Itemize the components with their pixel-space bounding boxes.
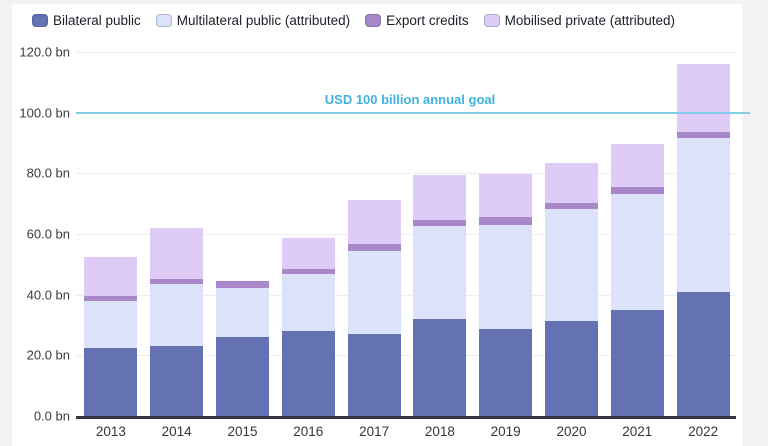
legend-label: Mobilised private (attributed): [504, 12, 675, 28]
bar-2019-export-credits: [479, 217, 533, 226]
bar-2014-multilateral-public-attributed: [150, 283, 204, 346]
bar-2021-bilateral-public: [610, 310, 664, 416]
x-axis-label-2018: 2018: [424, 424, 455, 439]
bar-2017-bilateral-public: [347, 334, 401, 416]
y-axis-tick-label: 80.0 bn: [26, 165, 70, 181]
bar-2016-multilateral-public-attributed: [281, 273, 335, 332]
bar-2022-export-credits: [676, 131, 730, 138]
legend-swatch-icon: [155, 13, 172, 27]
bar-2014-mobilised-private-attributed: [150, 228, 204, 280]
legend-label: Export credits: [386, 12, 469, 28]
bar-2015-multilateral-public-attributed: [216, 288, 269, 338]
legend-item-export-credits[interactable]: Export credits: [365, 13, 469, 28]
bar-2022-multilateral-public-attributed: [676, 137, 730, 292]
chart-legend: Bilateral public Multilateral public (att…: [32, 10, 675, 30]
bar-2019-bilateral-public: [479, 328, 533, 416]
bar-2013-multilateral-public-attributed: [84, 300, 138, 348]
gridline-40: [76, 294, 736, 296]
bar-2021-mobilised-private-attributed: [610, 144, 664, 187]
legend-label: Multilateral public (attributed): [176, 12, 351, 28]
bar-2017-multilateral-public-attributed: [347, 250, 401, 335]
bar-2016-mobilised-private-attributed: [281, 238, 335, 270]
chart-card: Bilateral public Multilateral public (att…: [12, 4, 750, 446]
bar-2018-bilateral-public: [413, 318, 467, 416]
bar-2017-mobilised-private-attributed: [347, 200, 401, 245]
bar-2020-export-credits: [545, 202, 598, 209]
legend-item-bilateral-public[interactable]: Bilateral public: [32, 13, 141, 28]
y-axis-tick-label: 0.0 bn: [33, 408, 70, 424]
gridline-60: [76, 233, 736, 235]
x-axis-label-2019: 2019: [490, 424, 521, 439]
bar-2022-bilateral-public: [676, 291, 730, 416]
goal-line-100bn: [76, 111, 750, 114]
bar-2014-bilateral-public: [150, 345, 204, 416]
x-axis-label-2016: 2016: [293, 424, 324, 439]
x-axis-label-2013: 2013: [95, 424, 126, 439]
gridline-120: [76, 51, 736, 53]
x-axis-label-2015: 2015: [227, 424, 258, 439]
bar-2019-multilateral-public-attributed: [479, 225, 533, 329]
gridline-80: [76, 173, 736, 175]
y-axis-tick-label: 120.0 bn: [19, 44, 70, 60]
bar-2014-export-credits: [150, 279, 204, 284]
legend-swatch-icon: [365, 13, 382, 27]
legend-swatch-icon: [32, 13, 48, 27]
legend-item-mobilised-private-attributed[interactable]: Mobilised private (attributed): [483, 12, 675, 28]
bar-2018-export-credits: [413, 219, 467, 227]
bar-2021-multilateral-public-attributed: [610, 194, 664, 311]
bar-2022-mobilised-private-attributed: [676, 64, 730, 132]
bar-2017-export-credits: [347, 244, 401, 251]
x-axis-line: [76, 416, 736, 419]
gridline-20: [76, 355, 736, 357]
plot-area: 0.0 bn 20.0 bn 40.0 bn 60.0 bn 80.0 bn 100.0 …: [12, 4, 750, 446]
bar-2016-export-credits: [281, 269, 335, 274]
bar-2021-export-credits: [610, 186, 664, 195]
goal-line-label: USD 100 billion annual goal: [324, 91, 496, 107]
x-axis-label-2020: 2020: [556, 424, 587, 439]
bar-2018-mobilised-private-attributed: [413, 174, 467, 220]
y-axis-tick-label: 40.0 bn: [26, 287, 70, 303]
bar-2020-multilateral-public-attributed: [545, 208, 598, 321]
bar-2013-mobilised-private-attributed: [84, 256, 138, 296]
legend-item-multilateral-public-attributed[interactable]: Multilateral public (attributed): [155, 12, 351, 28]
bar-2015-export-credits: [216, 280, 269, 289]
bar-2013-bilateral-public: [84, 347, 138, 416]
bar-2015-bilateral-public: [216, 337, 269, 416]
bar-2016-bilateral-public: [281, 331, 335, 416]
bar-2018-multilateral-public-attributed: [413, 226, 467, 319]
x-axis-label-2014: 2014: [161, 424, 192, 439]
bar-2020-bilateral-public: [545, 320, 598, 416]
bar-2020-mobilised-private-attributed: [545, 163, 598, 203]
bar-2019-mobilised-private-attributed: [479, 173, 533, 218]
legend-swatch-icon: [483, 13, 500, 27]
x-axis-label-2017: 2017: [359, 424, 390, 439]
x-axis-label-2022: 2022: [688, 424, 719, 439]
legend-label: Bilateral public: [53, 12, 141, 28]
y-axis-tick-label: 20.0 bn: [26, 347, 70, 363]
y-axis-tick-label: 100.0 bn: [19, 105, 70, 120]
bar-2013-export-credits: [84, 295, 138, 301]
x-axis-label-2021: 2021: [622, 424, 653, 439]
y-axis-tick-label: 60.0 bn: [26, 226, 70, 242]
